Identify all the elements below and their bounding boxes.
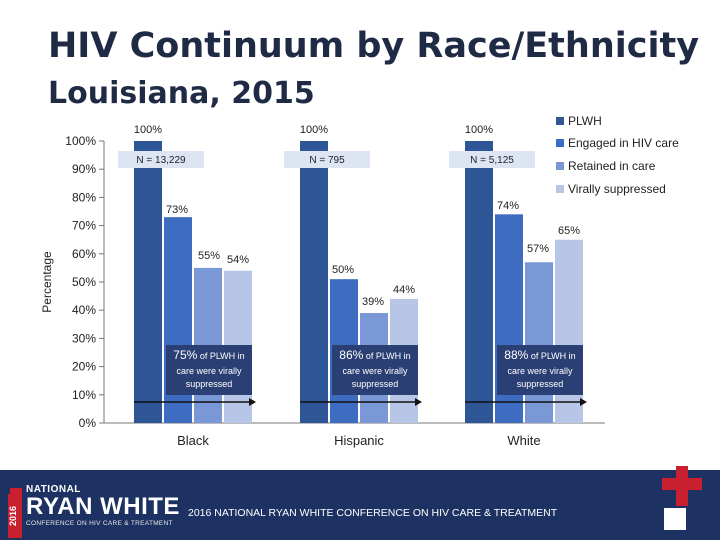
conference-logo: 2016 NATIONAL RYAN WHITE CONFERENCE ON H… bbox=[8, 484, 180, 538]
x-category-label: Hispanic bbox=[334, 433, 384, 448]
annotation-line-1: 86% of PLWH in bbox=[339, 348, 410, 362]
bar-white-4 bbox=[555, 239, 583, 423]
legend-swatch bbox=[556, 162, 564, 170]
slide-title: HIV Continuum by Race/Ethnicity bbox=[48, 26, 700, 66]
legend-swatch bbox=[556, 185, 564, 193]
annotation-line-3: suppressed bbox=[186, 379, 233, 389]
value-label: 100% bbox=[134, 124, 162, 136]
legend-label: Retained in care bbox=[568, 159, 656, 173]
annotation-percent: 88% bbox=[504, 348, 528, 362]
annotation-line-3: suppressed bbox=[352, 379, 399, 389]
value-label: 55% bbox=[198, 250, 220, 262]
bar-white-3 bbox=[525, 262, 553, 423]
logo-tagline: CONFERENCE ON HIV CARE & TREATMENT bbox=[26, 520, 173, 527]
annotation-line-2: care were virally bbox=[176, 366, 242, 376]
annotation-text: of PLWH in bbox=[197, 351, 244, 361]
value-label: 74% bbox=[497, 200, 519, 212]
annotation-line-3: suppressed bbox=[517, 379, 564, 389]
y-tick-label: 50% bbox=[72, 275, 96, 289]
y-tick-label: 90% bbox=[72, 162, 96, 176]
bar-hispanic-1 bbox=[300, 141, 328, 423]
x-category-label: Black bbox=[177, 433, 209, 448]
value-label: 57% bbox=[527, 243, 549, 255]
value-label: 100% bbox=[300, 124, 328, 136]
value-label: 39% bbox=[362, 296, 384, 308]
logo-year: 2016 bbox=[8, 494, 22, 538]
deco-plus-icon-vertical bbox=[676, 466, 688, 506]
n-label: N = 13,229 bbox=[136, 155, 186, 166]
annotation-box bbox=[332, 345, 418, 395]
annotation-percent: 86% bbox=[339, 348, 363, 362]
legend-label: Virally suppressed bbox=[568, 182, 666, 196]
y-tick-label: 100% bbox=[65, 134, 96, 148]
slide-subtitle: Louisiana, 2015 bbox=[48, 76, 315, 111]
annotation-line-2: care were virally bbox=[507, 366, 573, 376]
y-tick-label: 40% bbox=[72, 303, 96, 317]
legend-swatch bbox=[556, 139, 564, 147]
x-category-label: White bbox=[507, 433, 540, 448]
legend-label: Engaged in HIV care bbox=[568, 136, 679, 150]
n-label: N = 5,125 bbox=[470, 155, 514, 166]
y-tick-label: 20% bbox=[72, 360, 96, 374]
y-tick-label: 30% bbox=[72, 331, 96, 345]
n-label-box bbox=[284, 151, 370, 168]
legend-swatch bbox=[556, 117, 564, 125]
annotation-text: of PLWH in bbox=[528, 351, 575, 361]
continuum-bar-chart: 0% 10% 20% 30% 40% 50% 60% 70% 80% 90% 100% Percent… bbox=[40, 114, 679, 448]
n-label: N = 795 bbox=[309, 155, 345, 166]
y-tick-label: 70% bbox=[72, 219, 96, 233]
annotation-arrowhead bbox=[249, 398, 256, 406]
y-tick-label: 10% bbox=[72, 388, 96, 402]
annotation-percent: 75% bbox=[173, 348, 197, 362]
annotation-box bbox=[497, 345, 583, 395]
legend-label: PLWH bbox=[568, 114, 602, 128]
value-label: 73% bbox=[166, 204, 188, 216]
logo-name: RYAN WHITE bbox=[26, 493, 180, 520]
annotation-line-1: 88% of PLWH in bbox=[504, 348, 575, 362]
value-label: 50% bbox=[332, 264, 354, 276]
value-label: 44% bbox=[393, 284, 415, 296]
value-label: 65% bbox=[558, 225, 580, 237]
value-label: 100% bbox=[465, 124, 493, 136]
y-tick-label: 80% bbox=[72, 190, 96, 204]
annotation-arrowhead bbox=[580, 398, 587, 406]
footer-conference-text: 2016 NATIONAL RYAN WHITE CONFERENCE ON H… bbox=[188, 507, 558, 519]
bar-black-1 bbox=[134, 141, 162, 423]
annotation-line-1: 75% of PLWH in bbox=[173, 348, 244, 362]
annotation-text: of PLWH in bbox=[363, 351, 410, 361]
deco-square-icon bbox=[664, 508, 686, 530]
annotation-line-2: care were virally bbox=[342, 366, 408, 376]
annotation-box bbox=[166, 345, 252, 395]
y-tick-label: 60% bbox=[72, 247, 96, 261]
annotation-arrowhead bbox=[415, 398, 422, 406]
footer-bar bbox=[0, 470, 720, 540]
n-label-box bbox=[449, 151, 535, 168]
logo-national: NATIONAL bbox=[26, 484, 81, 495]
value-label: 54% bbox=[227, 254, 249, 266]
y-axis-title: Percentage bbox=[40, 251, 54, 313]
y-tick-label: 0% bbox=[79, 416, 97, 430]
bar-white-1 bbox=[465, 141, 493, 423]
n-label-box bbox=[118, 151, 204, 168]
